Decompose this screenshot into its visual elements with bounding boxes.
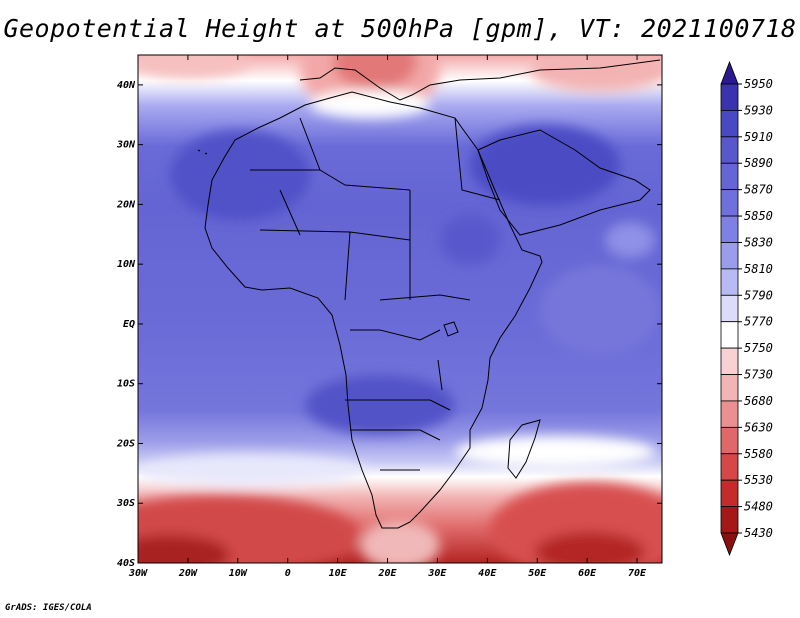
colorbar-swatch xyxy=(720,268,739,296)
arabian-peninsula xyxy=(477,129,651,236)
x-tick-label: 0 xyxy=(285,568,291,579)
colorbar-label: 5810 xyxy=(744,262,773,276)
coastlines xyxy=(197,59,661,529)
colorbar: 5950 5930 5910 5890 5870 5850 5830 5810 5790 5770… xyxy=(720,60,773,557)
colorbar-label: 5630 xyxy=(744,420,773,434)
africa-coastline xyxy=(204,91,543,529)
x-tick-label: 20E xyxy=(377,568,397,579)
inner-borders xyxy=(250,117,501,471)
colorbar-label: 5910 xyxy=(744,130,773,144)
y-tick-label: 30S xyxy=(116,498,135,509)
lake-victoria xyxy=(443,321,459,337)
colorbar-swatch xyxy=(720,374,739,402)
colorbar-swatch xyxy=(720,453,739,481)
colorbar-swatch xyxy=(720,162,739,191)
colorbar-label: 5730 xyxy=(744,368,773,382)
canary-islands xyxy=(197,149,208,155)
madagascar xyxy=(507,419,541,479)
colorbar-label: 5850 xyxy=(744,209,773,223)
x-tick-label: 60E xyxy=(578,568,597,579)
x-tick-label: 40E xyxy=(478,568,497,579)
x-tick-label: 50E xyxy=(528,568,547,579)
saharan-high xyxy=(170,130,310,220)
southern-african-high xyxy=(305,375,455,435)
colorbar-swatch xyxy=(720,400,739,428)
arabian-high xyxy=(470,125,620,205)
colorbar-label: 5870 xyxy=(744,183,773,197)
y-tick-label: 10N xyxy=(117,259,136,270)
longitude-axis: 30W 20W 10W 0 10E 20E 30E 40E 50E 60E 70E xyxy=(128,55,647,579)
colorbar-label: 5950 xyxy=(744,77,773,91)
colorbar-label: 5580 xyxy=(744,447,773,461)
colorbar-swatch xyxy=(720,506,739,534)
grads-credit: GrADS: IGES/COLA xyxy=(5,603,92,613)
y-tick-label: 20S xyxy=(116,438,135,449)
colorbar-swatch xyxy=(720,426,739,455)
latitude-axis: 40N 30N 20N 10N EQ 10S 20S 30S 40S xyxy=(116,80,662,569)
colorbar-label: 5680 xyxy=(744,394,773,408)
height-field xyxy=(138,55,662,563)
colorbar-bottom-arrow xyxy=(720,532,739,557)
colorbar-label: 5480 xyxy=(744,500,773,514)
colorbar-swatch xyxy=(720,189,739,217)
plot-frame xyxy=(137,54,663,564)
x-tick-label: 10E xyxy=(329,568,348,579)
colorbar-label: 5750 xyxy=(744,341,773,355)
colorbar-label: 5430 xyxy=(744,526,773,540)
y-tick-label: 30N xyxy=(116,140,136,151)
y-tick-label: 20N xyxy=(116,199,136,210)
europe-coast xyxy=(299,59,661,101)
colorbar-top-arrow xyxy=(720,60,739,85)
y-tick-label: 10S xyxy=(117,379,135,390)
colorbar-swatch xyxy=(720,347,739,375)
colorbar-label: 5930 xyxy=(744,103,773,117)
x-tick-label: 70E xyxy=(628,568,647,579)
x-tick-label: 30E xyxy=(427,568,447,579)
colorbar-swatch xyxy=(720,215,739,243)
y-tick-label: EQ xyxy=(123,319,135,330)
x-tick-label: 30W xyxy=(128,568,148,579)
colorbar-swatch xyxy=(720,83,739,111)
colorbar-label: 5830 xyxy=(744,235,773,249)
x-tick-label: 10W xyxy=(229,568,248,579)
colorbar-label: 5530 xyxy=(744,473,773,487)
colorbar-swatch xyxy=(720,242,739,270)
map-title: Geopotential Height at 500hPa [gpm], VT:… xyxy=(3,14,797,43)
colorbar-swatch xyxy=(720,321,739,349)
y-tick-label: 40N xyxy=(117,80,136,91)
colorbar-label: 5890 xyxy=(744,156,773,170)
lake-malawi xyxy=(437,359,443,391)
colorbar-swatch xyxy=(720,136,739,164)
x-tick-label: 20W xyxy=(178,568,198,579)
colorbar-label: 5790 xyxy=(744,288,773,302)
colorbar-swatch xyxy=(720,479,739,507)
indian-ocean-trough xyxy=(490,482,662,563)
y-tick-label: 40S xyxy=(117,558,135,569)
colorbar-label: 5770 xyxy=(744,315,773,329)
colorbar-swatch xyxy=(720,110,739,138)
colorbar-swatch xyxy=(720,294,739,323)
